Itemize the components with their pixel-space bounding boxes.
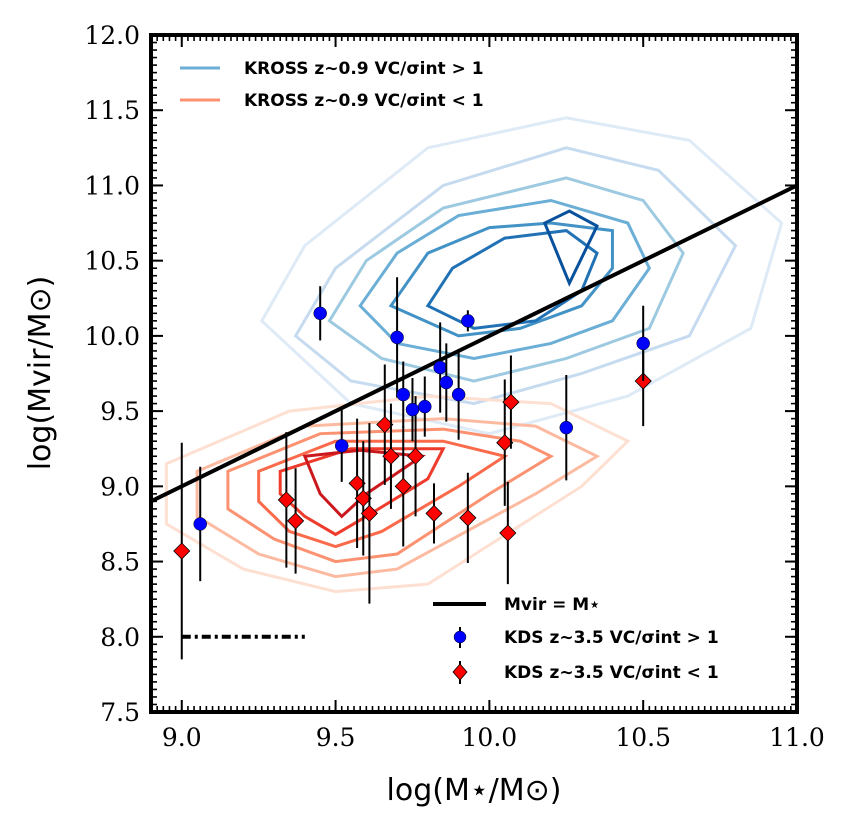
- y-tick-label-6: 10.5: [84, 247, 140, 276]
- kds-low-point-0: [173, 542, 191, 560]
- kross-low-contour-3: [257, 439, 509, 549]
- kds-high-point-8: [439, 375, 454, 390]
- legend-kds-high-label: KDS z∼3.5 VC/σint > 1: [504, 628, 719, 648]
- kds-high-point-3: [390, 330, 404, 345]
- legend-one-to-one-label: Mvir = M⋆: [504, 595, 600, 615]
- kds-low-point-9: [406, 447, 425, 465]
- y-tick-label-2: 8.5: [100, 548, 140, 577]
- kds-low-point-7: [382, 447, 400, 465]
- points-layer: [173, 277, 652, 660]
- kds-low-point-2: [287, 512, 305, 530]
- kross-high-contour-4: [388, 221, 614, 338]
- y-tick-label-3: 9.0: [100, 472, 140, 501]
- kds-high-point-4: [396, 387, 410, 402]
- kross-low-contour-1: [195, 417, 601, 579]
- contour-layer: [164, 116, 784, 594]
- x-axis-title: log(M⋆/M⊙): [387, 773, 562, 808]
- y-tick-label-4: 9.5: [100, 397, 140, 426]
- kds-high-point-0: [193, 517, 207, 531]
- kross-high-contour-5: [425, 229, 599, 330]
- one-to-one-line: [151, 183, 797, 504]
- kds-high-point-10: [461, 314, 475, 328]
- kds-low-point-14: [502, 393, 520, 411]
- kross-high-contour-0: [259, 116, 784, 436]
- y-tick-label-1: 8.0: [100, 623, 140, 652]
- legend-top: KROSS z∼0.9 VC/σint > 1 KROSS z∼0.9 VC/σ…: [180, 59, 484, 111]
- kds-low-point-8: [394, 477, 412, 495]
- y-tick-label-9: 12.0: [84, 21, 140, 50]
- kds-high-point-7: [433, 360, 447, 375]
- kds-low-point-1: [277, 491, 295, 509]
- y-tick-label-0: 7.5: [100, 698, 140, 727]
- ticks-layer: 9.0 9.5 10.0 10.5 11.0 7.5 8.0 8.5 9.0 9.5 10.0 10.…: [84, 21, 825, 752]
- kds-low-point-10: [425, 504, 443, 522]
- kds-high-point-6: [418, 399, 432, 414]
- kds-low-point-13: [499, 524, 517, 542]
- kross-low-contour-0: [164, 394, 631, 594]
- kds-low-point-5: [360, 504, 378, 522]
- legend-bottom: Mvir = M⋆ KDS z∼3.5 VC/σint > 1 KDS z∼3.…: [433, 595, 719, 684]
- kds-high-point-2: [334, 438, 349, 453]
- kross-high-contour-2: [327, 176, 685, 383]
- x-tick-label-2: 10.0: [462, 723, 518, 752]
- x-tick-label-0: 9.0: [162, 723, 202, 752]
- legend-kds-low-label: KDS z∼3.5 VC/σint < 1: [504, 663, 719, 683]
- kross-high-contour-6: [542, 209, 600, 287]
- plot-background: [151, 35, 797, 712]
- y-tick-label-7: 11.0: [84, 171, 140, 200]
- kds-high-point-9: [451, 387, 466, 402]
- x-tick-label-1: 9.5: [316, 723, 356, 752]
- legend-kross-low-label: KROSS z∼0.9 VC/σint < 1: [244, 91, 484, 111]
- legend-kross-high-label: KROSS z∼0.9 VC/σint > 1: [244, 59, 484, 79]
- one-to-one-line-layer: [151, 183, 797, 504]
- kds-high-point-1: [313, 306, 327, 321]
- x-tick-label-4: 11.0: [769, 723, 825, 752]
- y-tick-label-5: 10.0: [84, 322, 140, 351]
- y-tick-label-8: 11.5: [84, 96, 140, 125]
- kds-low-point-11: [459, 509, 477, 527]
- kds-high-point-5: [405, 402, 420, 417]
- legend-kds-high-marker: [453, 630, 467, 644]
- kds-high-point-12: [636, 336, 650, 351]
- kds-high-point-11: [559, 420, 574, 435]
- kross-low-contour-2: [226, 427, 555, 564]
- legend-kds-low-marker: [452, 663, 468, 681]
- x-tick-label-3: 10.5: [615, 723, 671, 752]
- kross-high-contour-3: [358, 198, 652, 360]
- y-axis-title: log(Mvir/M⊙): [23, 276, 58, 471]
